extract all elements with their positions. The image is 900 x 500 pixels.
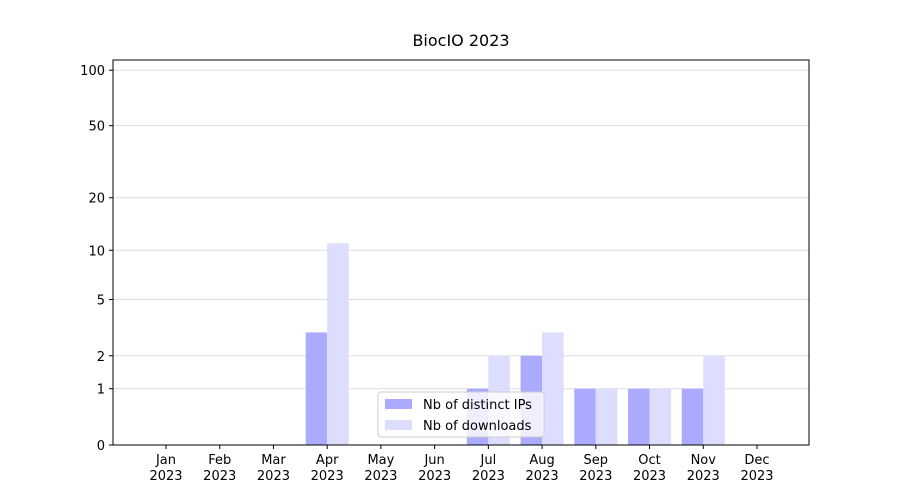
bar bbox=[595, 388, 618, 445]
x-tick-label: Jan 2023 bbox=[149, 453, 183, 484]
y-tick-label: 100 bbox=[80, 64, 105, 79]
x-tick-label: Jun 2023 bbox=[418, 453, 452, 484]
legend-label: Nb of distinct IPs bbox=[423, 398, 532, 413]
y-tick-label: 1 bbox=[97, 383, 105, 398]
chart-title: BiocIO 2023 bbox=[412, 31, 509, 50]
x-tick-label: May 2023 bbox=[364, 453, 398, 484]
bar bbox=[542, 332, 564, 445]
x-tick-label: Jul 2023 bbox=[471, 453, 505, 484]
legend-label: Nb of downloads bbox=[423, 419, 532, 434]
x-tick-label: Mar 2023 bbox=[256, 453, 290, 484]
legend-swatch bbox=[385, 399, 412, 409]
legend-swatch bbox=[385, 420, 412, 430]
y-tick-label: 10 bbox=[88, 244, 105, 259]
bar bbox=[703, 355, 725, 445]
plot-frame bbox=[112, 59, 810, 446]
bar bbox=[574, 388, 596, 445]
bar bbox=[681, 388, 704, 445]
x-tick-label: Apr 2023 bbox=[310, 453, 344, 484]
y-tick-label: 50 bbox=[88, 120, 105, 135]
y-tick-label: 5 bbox=[97, 293, 105, 308]
y-tick-label: 2 bbox=[97, 350, 105, 365]
x-tick-label: Sep 2023 bbox=[579, 453, 613, 484]
x-tick-label: Feb 2023 bbox=[203, 453, 237, 484]
x-tick-label: Nov 2023 bbox=[686, 453, 720, 484]
bar bbox=[649, 388, 672, 445]
bar bbox=[305, 332, 328, 445]
x-tick-label: Oct 2023 bbox=[632, 453, 667, 484]
y-tick-label: 20 bbox=[88, 192, 105, 207]
legend-box bbox=[377, 391, 545, 438]
x-tick-label: Dec 2023 bbox=[740, 453, 774, 484]
y-tick-label: 0 bbox=[97, 439, 105, 454]
x-tick-label: Aug 2023 bbox=[525, 453, 559, 484]
bar bbox=[628, 388, 650, 445]
bar bbox=[327, 243, 349, 445]
